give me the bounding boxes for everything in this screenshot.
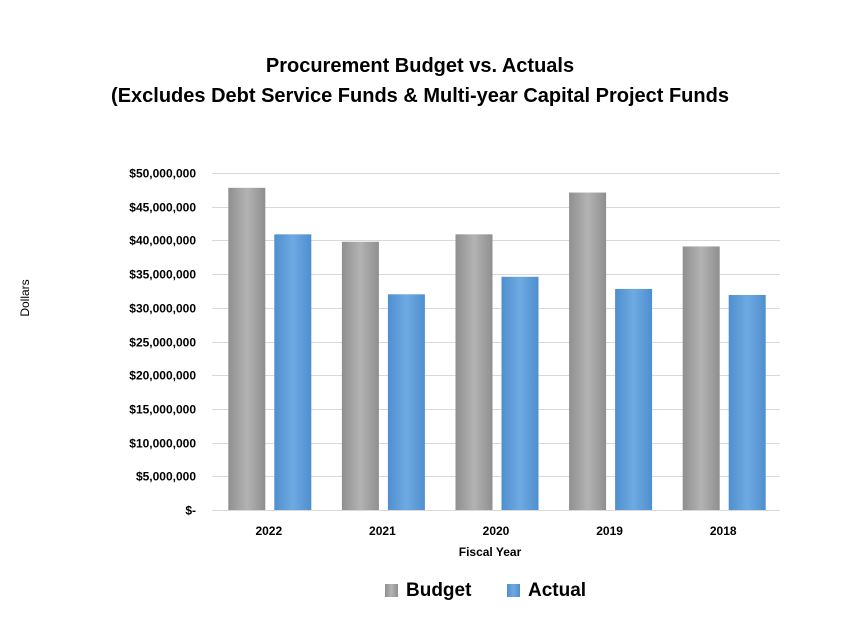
y-tick-label: $25,000,000: [129, 336, 196, 350]
bar-actual-2020: [501, 276, 539, 510]
x-tick-label: 2022: [255, 524, 282, 538]
bar-budget-2018: [682, 246, 720, 510]
legend-swatch-actual: [507, 584, 520, 597]
bar-actual-2021: [387, 294, 425, 510]
y-tick-label: $45,000,000: [129, 201, 196, 215]
bar-budget-2020: [455, 234, 493, 511]
bar-actual-2022: [274, 234, 312, 511]
bar-budget-2021: [341, 241, 379, 511]
y-tick-label: $50,000,000: [129, 167, 196, 181]
bar-budget-2019: [569, 192, 607, 510]
x-tick-label: 2021: [369, 524, 396, 538]
legend: Budget Actual: [385, 580, 586, 601]
bar-budget-2022: [228, 187, 266, 510]
y-tick-label: $30,000,000: [129, 302, 196, 316]
x-tick-label: 2020: [483, 524, 510, 538]
legend-label-actual: Actual: [528, 580, 586, 601]
chart-title: Procurement Budget vs. Actuals: [266, 55, 574, 77]
chart-subtitle: (Excludes Debt Service Funds & Multi-yea…: [111, 85, 729, 107]
bars: [228, 187, 766, 511]
x-tick-label: 2019: [596, 524, 623, 538]
legend-swatch-budget: [385, 584, 398, 597]
y-tick-label: $10,000,000: [129, 437, 196, 451]
bar-actual-2018: [728, 294, 766, 510]
bar-actual-2019: [615, 288, 653, 510]
y-axis-title: Dollars: [18, 279, 32, 316]
y-tick-label: $35,000,000: [129, 268, 196, 282]
x-axis-title: Fiscal Year: [459, 545, 522, 559]
x-axis-ticks: 2022 2021 2020 2019 2018: [255, 524, 736, 538]
y-axis-ticks: $- $5,000,000 $10,000,000 $15,000,000 $20,00…: [129, 167, 196, 518]
legend-label-budget: Budget: [406, 580, 472, 601]
y-tick-label: $5,000,000: [136, 470, 196, 484]
y-tick-label: $40,000,000: [129, 234, 196, 248]
y-tick-label: $20,000,000: [129, 369, 196, 383]
y-tick-label: $-: [185, 504, 196, 518]
y-tick-label: $15,000,000: [129, 403, 196, 417]
x-tick-label: 2018: [710, 524, 737, 538]
